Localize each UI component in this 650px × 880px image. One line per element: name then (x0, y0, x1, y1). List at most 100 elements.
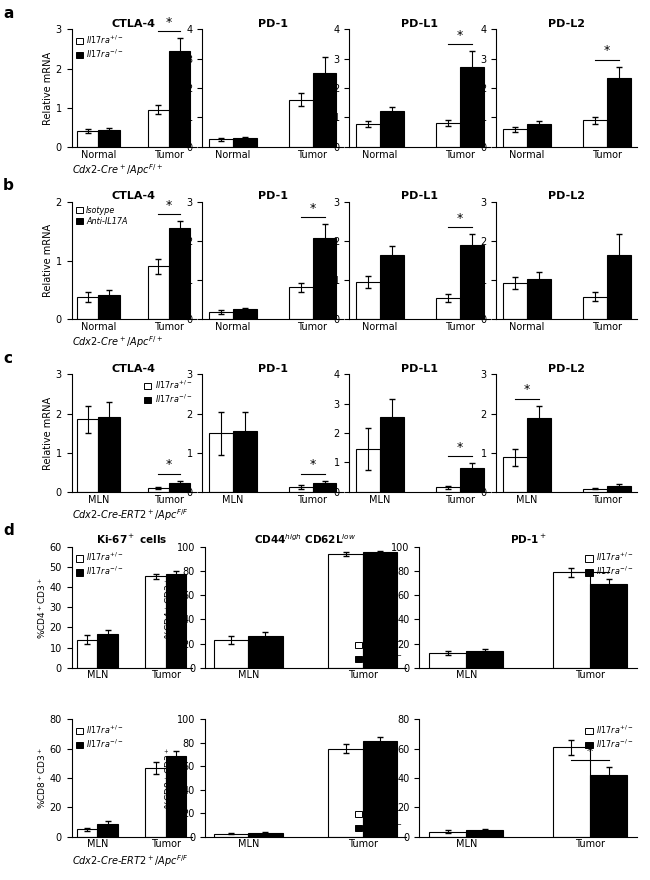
Y-axis label: Relative mRNA: Relative mRNA (43, 52, 53, 125)
Bar (553, 747, 590, 837)
Bar (590, 775, 627, 837)
Bar (313, 238, 337, 319)
Bar (77, 297, 98, 319)
Title: CTLA-4: CTLA-4 (112, 191, 155, 202)
Bar (363, 552, 397, 668)
Text: d: d (3, 523, 14, 539)
Bar (209, 433, 233, 492)
Legend: Isotype, Anti-IL17A: Isotype, Anti-IL17A (75, 206, 127, 225)
Title: PD-1: PD-1 (257, 191, 287, 202)
Bar (77, 131, 98, 147)
Text: *: * (309, 202, 316, 215)
Bar (503, 129, 526, 147)
Bar (526, 279, 551, 319)
Legend: $Il17ra^{+/-}$, $Il17ra^{-/-}$: $Il17ra^{+/-}$, $Il17ra^{-/-}$ (75, 723, 123, 750)
Text: *: * (524, 384, 530, 396)
Bar (166, 756, 187, 837)
Bar (363, 741, 397, 837)
Bar (429, 832, 466, 837)
Text: $Cdx2$-$Cre^+/Apc^{F/+}$: $Cdx2$-$Cre^+/Apc^{F/+}$ (72, 334, 162, 350)
Bar (146, 576, 166, 668)
Bar (214, 640, 248, 668)
Bar (328, 554, 363, 668)
Bar (166, 574, 187, 668)
Text: *: * (166, 199, 172, 212)
Bar (526, 418, 551, 492)
Y-axis label: Relative mRNA: Relative mRNA (43, 397, 53, 470)
Bar (436, 122, 460, 147)
Text: *: * (456, 28, 463, 41)
Bar (248, 636, 283, 668)
Y-axis label: %CD8$^+$CD3$^+$: %CD8$^+$CD3$^+$ (36, 747, 48, 810)
Y-axis label: %CD8$^+$CD3$^+$: %CD8$^+$CD3$^+$ (164, 747, 176, 810)
Bar (466, 651, 503, 668)
Text: $Cdx2$-$Cre^+/Apc^{F/+}$: $Cdx2$-$Cre^+/Apc^{F/+}$ (72, 162, 162, 178)
Bar (248, 832, 283, 837)
Bar (233, 138, 257, 147)
Bar (209, 139, 233, 147)
Bar (148, 267, 169, 319)
Legend: $Il17ra^{+/-}$, $Il17ra^{-/-}$: $Il17ra^{+/-}$, $Il17ra^{-/-}$ (75, 33, 123, 60)
Bar (380, 111, 404, 147)
Bar (313, 73, 337, 147)
Legend: $Il17ra^{+/-}$, $Il17ra^{-/-}$: $Il17ra^{+/-}$, $Il17ra^{-/-}$ (586, 551, 633, 577)
Text: *: * (456, 441, 463, 454)
Title: PD-1$^+$: PD-1$^+$ (510, 533, 547, 546)
Bar (526, 124, 551, 147)
Text: *: * (309, 458, 316, 472)
Bar (460, 245, 484, 319)
Text: *: * (456, 212, 463, 224)
Text: $Cdx2$-$Cre$-$ERT2^+/Apc^{F/F}$: $Cdx2$-$Cre$-$ERT2^+/Apc^{F/F}$ (72, 853, 188, 869)
Text: $Cdx2$-$Cre$-$ERT2^+/Apc^{F/F}$: $Cdx2$-$Cre$-$ERT2^+/Apc^{F/F}$ (72, 507, 188, 523)
Bar (356, 449, 380, 492)
Bar (582, 121, 606, 147)
Bar (148, 488, 169, 492)
Bar (169, 51, 190, 147)
Title: PD-L2: PD-L2 (548, 18, 585, 29)
Bar (233, 310, 257, 319)
Text: *: * (166, 16, 172, 29)
Bar (466, 830, 503, 837)
Bar (429, 653, 466, 668)
Bar (460, 67, 484, 147)
Title: CD44$^{high}$ CD62L$^{low}$: CD44$^{high}$ CD62L$^{low}$ (254, 532, 357, 546)
Y-axis label: %CD4$^+$CD3$^+$: %CD4$^+$CD3$^+$ (164, 576, 176, 639)
Title: CTLA-4: CTLA-4 (112, 18, 155, 29)
Bar (289, 287, 313, 319)
Bar (77, 640, 98, 668)
Title: PD-L1: PD-L1 (401, 191, 438, 202)
Bar (582, 297, 606, 319)
Bar (313, 483, 337, 492)
Text: *: * (587, 744, 593, 758)
Bar (460, 467, 484, 492)
Title: PD-L1: PD-L1 (401, 18, 438, 29)
Bar (606, 77, 630, 147)
Text: *: * (587, 556, 593, 569)
Y-axis label: Relative mRNA: Relative mRNA (43, 224, 53, 297)
Legend: $Il17ra^{+/-}$, $Il17ra^{-/-}$: $Il17ra^{+/-}$, $Il17ra^{-/-}$ (144, 378, 192, 405)
Text: *: * (166, 458, 172, 472)
Title: Ki-67$^+$ cells: Ki-67$^+$ cells (96, 533, 167, 546)
Bar (606, 254, 630, 319)
Bar (436, 297, 460, 319)
Bar (380, 254, 404, 319)
Title: PD-L2: PD-L2 (548, 191, 585, 202)
Legend: $Il17ra^{+/-}$, $Il17ra^{-/-}$: $Il17ra^{+/-}$, $Il17ra^{-/-}$ (355, 806, 402, 832)
Legend: $Il17ra^{+/-}$, $Il17ra^{-/-}$: $Il17ra^{+/-}$, $Il17ra^{-/-}$ (75, 551, 123, 577)
Bar (209, 312, 233, 319)
Bar (289, 99, 313, 147)
Bar (356, 282, 380, 319)
Bar (503, 283, 526, 319)
Bar (582, 488, 606, 492)
Y-axis label: %CD4$^+$CD3$^+$: %CD4$^+$CD3$^+$ (378, 576, 390, 639)
Y-axis label: %CD8$^+$CD3$^+$: %CD8$^+$CD3$^+$ (384, 747, 396, 810)
Y-axis label: %CD4$^+$CD3$^+$: %CD4$^+$CD3$^+$ (36, 576, 48, 639)
Bar (98, 417, 120, 492)
Bar (148, 110, 169, 147)
Bar (169, 483, 190, 492)
Title: PD-1: PD-1 (257, 363, 287, 374)
Bar (98, 295, 120, 319)
Bar (77, 420, 98, 492)
Bar (233, 431, 257, 492)
Bar (380, 417, 404, 492)
